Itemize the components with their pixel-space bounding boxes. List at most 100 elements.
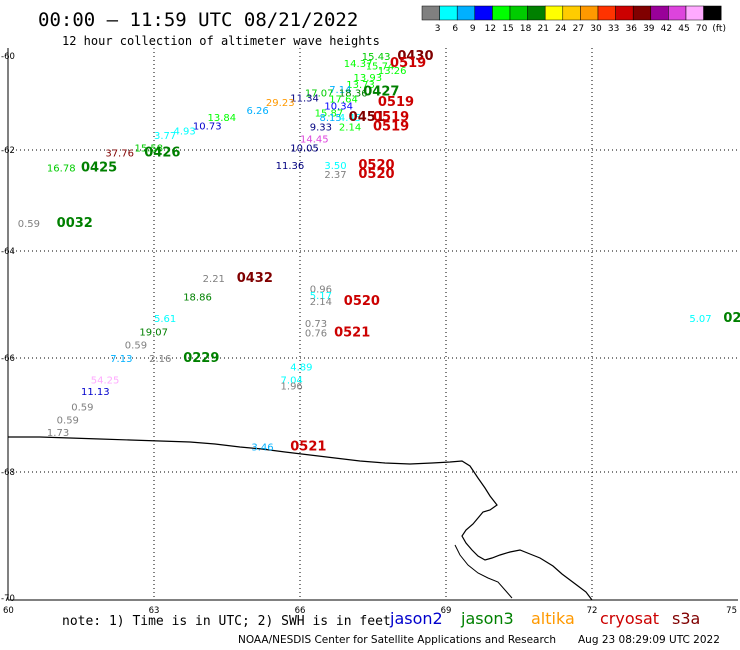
wave-height-color-legend: 3 6 9 12 15 18 21 24 27 30 33 36 39 42 45 70 (ft) [421,5,726,34]
wave-height-value: 0.59 [125,341,147,352]
observation-time: 0427 [363,84,399,99]
wave-height-value: 11.36 [276,161,305,172]
latitude-labels: -60 -62 -64 -66 -68 -70 [1,52,15,604]
observation-time: 0520 [344,294,380,309]
legend-swatch [668,5,687,21]
wave-height-value: 15.58 [135,144,164,155]
footer-note: note: 1) Time is in UTC; 2) SWH is in fe… [62,614,391,629]
wave-height-value: 3.46 [251,442,273,453]
wave-height-value: 16.78 [47,164,76,175]
footer-credit: NOAA/NESDIS Center for Satellite Applica… [238,634,556,646]
wave-height-value: 2.37 [324,170,346,181]
wave-height-value: 4.93 [173,126,195,137]
wave-height-value: 3.77 [154,131,176,142]
legend-swatch [509,5,528,21]
wave-height-value: 8.15 [319,113,341,124]
wave-height-value: 13.26 [378,66,407,77]
satellite-legend: jason2 jason3 altika cryosat s3a [389,609,700,628]
legend-swatch [527,5,546,21]
wave-height-value: 0.76 [305,328,327,339]
legend-label: 36 [625,24,637,34]
legend-swatch [562,5,581,21]
map-title: 00:00 – 11:59 UTC 08/21/2022 [38,9,358,31]
latitude-label: -60 [1,52,15,62]
longitude-label: 72 [587,606,598,616]
wave-height-value: 0.59 [57,416,79,427]
wave-height-value: 10.73 [193,122,222,133]
wave-height-value: 17.64 [329,94,358,105]
footer-timestamp: Aug 23 08:29:09 UTC 2022 [578,634,720,646]
wave-height-value: 19.07 [139,327,168,338]
wave-height-value: 1.73 [47,428,69,439]
wave-height-value: 15.43 [362,52,391,63]
wave-height-value: 3.50 [324,161,346,172]
wave-height-value: 11.34 [290,93,319,104]
legend-label: 18 [520,24,532,34]
latitude-label: -64 [1,247,15,257]
legend-label: 42 [661,24,672,34]
wave-height-value: 14.45 [300,134,329,145]
wave-height-value: 2.21 [203,274,225,285]
wave-height-value: 1.96 [281,381,303,392]
observation-time: 0520 [358,167,394,182]
legend-label: 30 [590,24,602,34]
observation-time: 0432 [237,271,273,286]
legend-swatch [597,5,616,21]
legend-label: 15 [502,24,513,34]
wave-height-value: 7.14 [329,85,351,96]
wave-height-value: 2.16 [149,354,171,365]
latitude-label: -62 [1,146,15,156]
map-subtitle: 12 hour collection of altimeter wave hei… [62,34,380,48]
legend-swatch [544,5,564,21]
satellite-jason3: jason3 [460,609,514,628]
wave-height-value: 5.17 [310,291,332,302]
observation-time: 0229 [183,351,219,366]
legend-swatch [615,5,634,21]
wave-height-value: 5.07 [689,314,711,325]
satellite-jason2: jason2 [389,609,443,628]
map-frame [7,48,738,601]
wave-height-value: 10.34 [324,101,353,112]
satellite-altika: altika [531,609,575,628]
longitude-label: 60 [3,606,14,616]
antarctic-coastline [8,436,593,601]
legend-swatch [439,5,458,21]
wave-height-value: 2.14 [310,297,332,308]
legend-label: 39 [643,24,655,34]
wave-height-value: 4.89 [290,363,312,374]
legend-swatch [650,5,669,21]
legend-swatch [685,5,704,21]
wave-height-value: 4.45 [339,113,361,124]
wave-height-value: 6.26 [246,106,268,117]
wave-height-value: 7.13 [110,354,132,365]
observation-time: 0425 [81,161,117,176]
wave-height-value: 10.05 [290,144,319,155]
satellite-cryosat: cryosat [600,609,659,628]
wave-height-value: 13.93 [354,73,383,84]
wave-height-value: 14.37 [344,59,373,70]
latitude-label: -70 [1,594,15,604]
satellite-s3a: s3a [672,609,700,628]
wave-height-value: 7.04 [281,376,303,387]
legend-label: 45 [678,24,689,34]
wave-height-value: 0.59 [71,402,93,413]
wave-height-value: 15.87 [315,108,344,119]
wave-height-value: 54.25 [91,376,120,387]
graticule [8,48,738,598]
legend-swatch [632,5,652,21]
latitude-label: -66 [1,354,15,364]
legend-label: (ft) [712,24,726,34]
legend-label: 33 [608,24,619,34]
wave-height-value: 5.61 [154,314,176,325]
coastline-inlet [454,544,513,599]
legend-label: 21 [537,24,548,34]
wave-height-value: 11.13 [81,387,110,398]
legend-swatch [474,5,493,21]
observation-time: 0430 [397,49,433,64]
observation-time: 0520 [358,158,394,173]
wave-height-value: 37.76 [105,149,134,160]
legend-label: 27 [573,24,584,34]
longitude-label: 66 [295,606,306,616]
legend-label: 3 [435,24,441,34]
